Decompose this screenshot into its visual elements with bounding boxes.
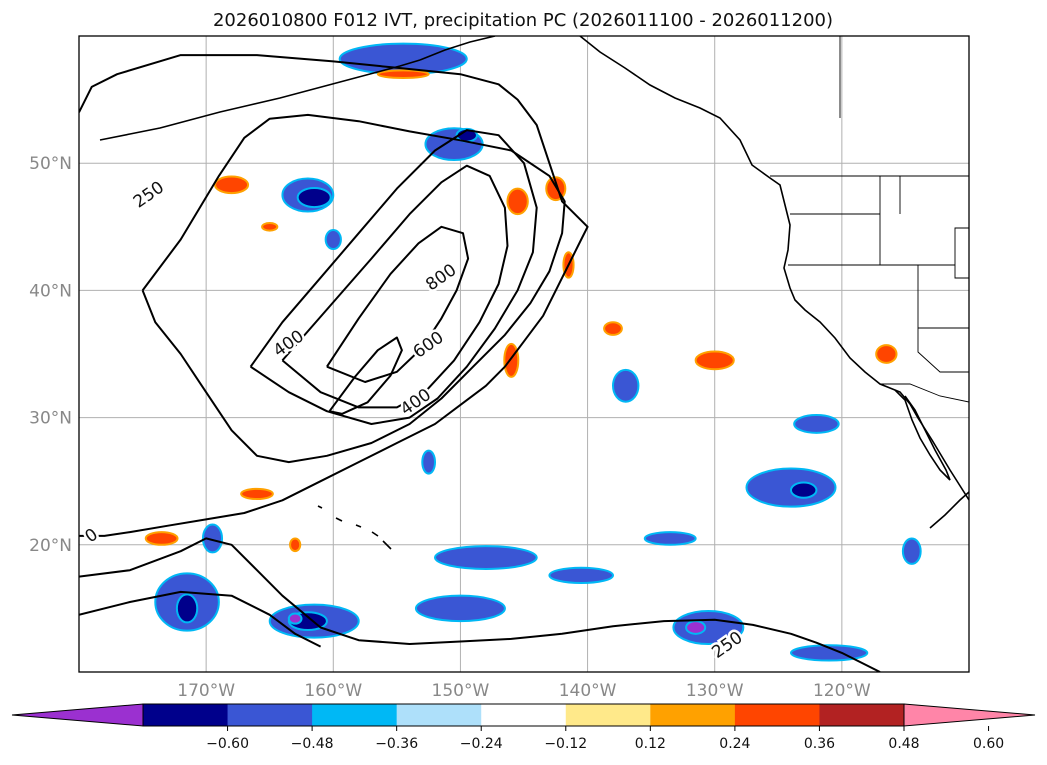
colorbar-tick-label: −0.60 bbox=[206, 736, 249, 752]
colorbar-tick-label: 0.48 bbox=[888, 736, 919, 752]
precip-anomaly-blob bbox=[376, 69, 430, 79]
alaska-coastline bbox=[419, 36, 496, 61]
precip-anomaly-blob bbox=[612, 368, 640, 403]
ivt-contour-400 bbox=[141, 113, 566, 464]
colorbar-tick-label: 0.60 bbox=[973, 736, 1004, 752]
aleutian-coastline bbox=[99, 59, 421, 141]
precip-anomaly-blob bbox=[421, 449, 436, 475]
colorbar-tick-label: −0.48 bbox=[291, 736, 334, 752]
ivt-contour-400 bbox=[249, 129, 538, 425]
colorbar-segment bbox=[650, 704, 736, 726]
map-frame bbox=[78, 35, 970, 673]
colorbar-tick-label: −0.24 bbox=[460, 736, 503, 752]
ivt-contour-800 bbox=[326, 225, 470, 383]
ivt-contour-600 bbox=[281, 164, 509, 409]
precip-anomaly-blob bbox=[643, 531, 697, 546]
us-mexico-border bbox=[880, 383, 969, 403]
baja-coastline bbox=[894, 389, 951, 481]
precip-anomaly-blob bbox=[603, 321, 623, 336]
precip-anomaly-blob bbox=[506, 187, 529, 216]
colorbar-segment bbox=[312, 704, 398, 726]
colorbar-extend-low bbox=[11, 703, 144, 727]
y-tick-label: 50°N bbox=[29, 154, 72, 174]
precip-anomaly-blob bbox=[324, 228, 342, 251]
chart-title: 2026010800 F012 IVT, precipitation PC (2… bbox=[213, 10, 833, 31]
colorbar-tick-label: −0.36 bbox=[375, 736, 418, 752]
precip-anomaly-blob bbox=[175, 593, 199, 624]
hawaiian-islands bbox=[317, 505, 392, 550]
precip-anomaly-blob bbox=[144, 531, 179, 546]
precip-anomaly-blob bbox=[414, 594, 506, 623]
precip-anomaly-blob bbox=[672, 609, 745, 646]
colorbar-segment bbox=[565, 704, 651, 726]
precip-anomaly-blob bbox=[694, 350, 735, 371]
x-tick-label: 120°W bbox=[813, 681, 871, 701]
colorbar-segment bbox=[819, 704, 905, 726]
precip-anomaly-blob bbox=[790, 481, 818, 499]
precip-anomaly-blob bbox=[287, 612, 303, 625]
x-tick-label: 140°W bbox=[559, 681, 617, 701]
colorbar-extend-high bbox=[903, 703, 1036, 727]
precip-anomaly-blob bbox=[503, 342, 520, 378]
precip-anomaly-blob bbox=[548, 566, 615, 584]
north-america-coastline bbox=[579, 36, 969, 501]
precip-anomaly-blob bbox=[901, 537, 922, 565]
map-background bbox=[79, 36, 969, 672]
precip-anomaly-blob bbox=[793, 414, 840, 434]
colorbar-segment bbox=[227, 704, 313, 726]
ivt-contour-250 bbox=[79, 537, 881, 672]
colorbar-tick-label: 0.36 bbox=[804, 736, 835, 752]
colorbar-frame bbox=[142, 703, 905, 727]
mexico-coastline bbox=[929, 491, 969, 529]
precip-anomaly-blob bbox=[289, 537, 302, 553]
x-tick-label: 160°W bbox=[304, 681, 362, 701]
precip-anomaly-blob bbox=[214, 175, 250, 195]
y-tick-label: 30°N bbox=[29, 409, 72, 429]
x-tick-label: 130°W bbox=[686, 681, 744, 701]
y-tick-label: 40°N bbox=[29, 281, 72, 301]
colorbar-tick-label: 0.12 bbox=[635, 736, 666, 752]
precip-anomaly-blob bbox=[875, 344, 898, 364]
ivt-contour-800 bbox=[328, 336, 403, 415]
precip-anomaly-blob bbox=[434, 545, 538, 570]
colorbar-segment bbox=[396, 704, 482, 726]
x-tick-label: 170°W bbox=[177, 681, 235, 701]
ivt-contour-250 bbox=[79, 54, 589, 537]
precip-anomaly-blob bbox=[240, 487, 274, 501]
ivt-contour-250 bbox=[79, 590, 322, 648]
precip-anomaly-blob bbox=[201, 523, 224, 554]
colorbar-segment bbox=[481, 704, 567, 726]
y-tick-label: 20°N bbox=[29, 536, 72, 556]
colorbar-segment bbox=[734, 704, 820, 726]
state-borders bbox=[788, 36, 969, 373]
precip-anomaly-blob bbox=[296, 187, 332, 209]
x-tick-label: 150°W bbox=[432, 681, 490, 701]
precip-anomaly-blob bbox=[261, 221, 279, 232]
colorbar-tick-label: −0.12 bbox=[544, 736, 587, 752]
precip-anomaly-blob bbox=[685, 620, 707, 635]
colorbar-segment bbox=[143, 704, 229, 726]
colorbar-tick-label: 0.24 bbox=[719, 736, 750, 752]
